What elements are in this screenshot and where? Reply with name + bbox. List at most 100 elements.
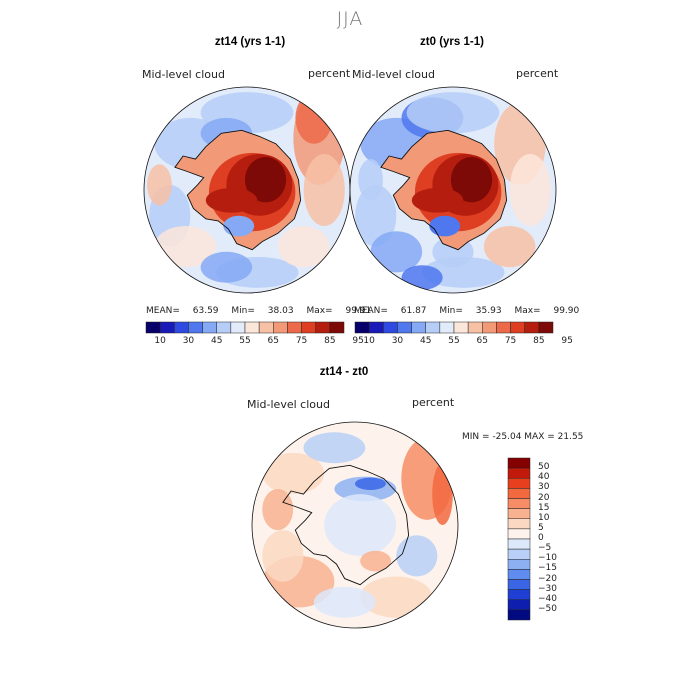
- diff-colorbar-swatch: [507, 498, 531, 509]
- diff-colorbar-swatch: [507, 548, 531, 560]
- diff-colorbar-swatch: [507, 478, 531, 489]
- diff-colorbar-swatch: [507, 508, 531, 519]
- colorbar-swatch: [202, 321, 217, 334]
- colorbar-swatch: [482, 321, 497, 334]
- panel-1-max-label: Max=: [306, 306, 333, 316]
- colorbar-tick-label: 10: [363, 336, 375, 346]
- colorbar-swatch: [315, 321, 331, 334]
- diff-colorbar-tick-label: 15: [538, 502, 550, 513]
- panel-2-max-label: Max=: [514, 306, 541, 316]
- season-title: JJA: [336, 8, 364, 30]
- diff-colorbar-swatch: [507, 559, 531, 570]
- colorbar-tick-label: 85: [533, 336, 545, 346]
- diff-colorbar-swatch: [507, 518, 531, 530]
- panel-1-mean-label: MEAN=: [146, 306, 180, 316]
- colorbar-tick-label: 45: [419, 336, 432, 346]
- polar-map-1: [143, 86, 351, 294]
- panel-2-min-label: Min=: [439, 306, 463, 316]
- panel-1-title: zt14 (yrs 1-1): [214, 36, 286, 48]
- colorbar-tick-label: 75: [504, 336, 517, 346]
- colorbar: [145, 321, 345, 334]
- diff-colorbar-tick-label: −15: [538, 563, 557, 574]
- diff-colorbar-tick-label: −40: [538, 593, 557, 604]
- colorbar-tick-label: 30: [182, 336, 195, 346]
- colorbar-swatch: [538, 321, 554, 334]
- colorbar-tick-label: 95: [561, 336, 573, 346]
- colorbar-swatch: [354, 321, 370, 334]
- colorbar-swatch: [287, 321, 302, 334]
- diff-panel-title: zt14 - zt0: [319, 366, 369, 378]
- colorbar-swatch: [258, 321, 274, 334]
- diff-colorbar-tick-label: 30: [538, 482, 550, 493]
- colorbar-tick-label: 45: [210, 336, 223, 346]
- diff-colorbar-tick-label: −10: [538, 553, 557, 564]
- colorbar-swatch: [524, 321, 540, 334]
- colorbar-swatch: [510, 321, 525, 334]
- polar-map-2: [349, 86, 557, 294]
- diff-colorbar-tick-label: −5: [538, 543, 552, 554]
- colorbar-swatch: [496, 321, 511, 334]
- diff-colorbar-tick-label: 40: [538, 472, 550, 483]
- diff-colorbar-swatch: [507, 528, 531, 540]
- colorbar-tick-label: 65: [267, 336, 279, 346]
- colorbar-swatch: [159, 321, 175, 334]
- colorbar-swatch: [411, 321, 426, 334]
- colorbar-swatch: [368, 321, 384, 334]
- diff-units: percent: [412, 396, 455, 409]
- colorbar-swatch: [230, 321, 246, 334]
- diff-colorbar-tick-label: −50: [538, 603, 557, 614]
- colorbar-swatch: [397, 321, 412, 334]
- colorbar-swatch: [244, 321, 260, 334]
- panel-2-min: 35.93: [475, 306, 502, 316]
- colorbar-tick-label: 65: [476, 336, 488, 346]
- colorbar-swatch: [188, 321, 203, 334]
- colorbar-tick-label: 30: [391, 336, 404, 346]
- colorbar-tick-label: 55: [448, 336, 460, 346]
- panel-1-field-label: Mid-level cloud: [142, 68, 225, 81]
- diff-colorbar-swatch: [507, 579, 531, 590]
- colorbar-swatch: [301, 321, 316, 334]
- diff-colorbar-swatch: [507, 599, 531, 611]
- colorbar-swatch: [439, 321, 455, 334]
- panel-1-min: 38.03: [267, 306, 294, 316]
- panel-2-mean-label: MEAN=: [354, 306, 388, 316]
- diff-colorbar-tick-label: 5: [538, 522, 544, 533]
- panel-2-stats: MEAN= 61.87 Min= 35.93 Max= 99.90: [354, 306, 579, 316]
- diff-colorbar-tick-label: 0: [538, 533, 544, 543]
- panel-2-mean: 61.87: [400, 306, 427, 316]
- panel-1-stats: MEAN= 63.59 Min= 38.03 Max= 99.91: [146, 306, 371, 316]
- diff-colorbar-swatch: [507, 538, 531, 550]
- panel-2-units: percent: [516, 67, 559, 80]
- colorbar-swatch: [383, 321, 398, 334]
- colorbar-swatch: [273, 321, 288, 334]
- polar-map-diff: [251, 421, 459, 629]
- colorbar-tick-label: 75: [295, 336, 308, 346]
- diff-field-label: Mid-level cloud: [247, 398, 330, 411]
- diff-colorbar-swatch: [507, 569, 531, 580]
- panel-2-field-label: Mid-level cloud: [352, 68, 435, 81]
- colorbar-swatch: [467, 321, 483, 334]
- diff-colorbar-tick-label: −20: [538, 573, 557, 584]
- colorbar-tick-label: 55: [239, 336, 251, 346]
- diff-colorbar-tick-label: 50: [538, 462, 550, 473]
- diff-colorbar-swatch: [507, 467, 531, 479]
- panel-1-min-label: Min=: [231, 306, 255, 316]
- panel-1-mean: 63.59: [192, 306, 219, 316]
- panel-2-title: zt0 (yrs 1-1): [420, 36, 484, 48]
- diff-min-max: MIN = -25.04 MAX = 21.55: [462, 432, 584, 442]
- diff-colorbar-swatch: [507, 589, 531, 600]
- diff-colorbar-swatch: [507, 457, 531, 469]
- colorbar-swatch: [329, 321, 345, 334]
- diff-colorbar: [507, 457, 531, 621]
- colorbar-swatch: [145, 321, 161, 334]
- diff-colorbar-swatch: [507, 609, 531, 621]
- colorbar-tick-label: 85: [324, 336, 336, 346]
- panel-2-max: 99.90: [553, 306, 580, 316]
- colorbar-swatch: [453, 321, 469, 334]
- diff-colorbar-swatch: [507, 488, 531, 499]
- colorbar-swatch: [216, 321, 232, 334]
- diff-colorbar-tick-label: 10: [538, 512, 550, 523]
- colorbar-swatch: [174, 321, 189, 334]
- colorbar-tick-label: 95: [352, 336, 364, 346]
